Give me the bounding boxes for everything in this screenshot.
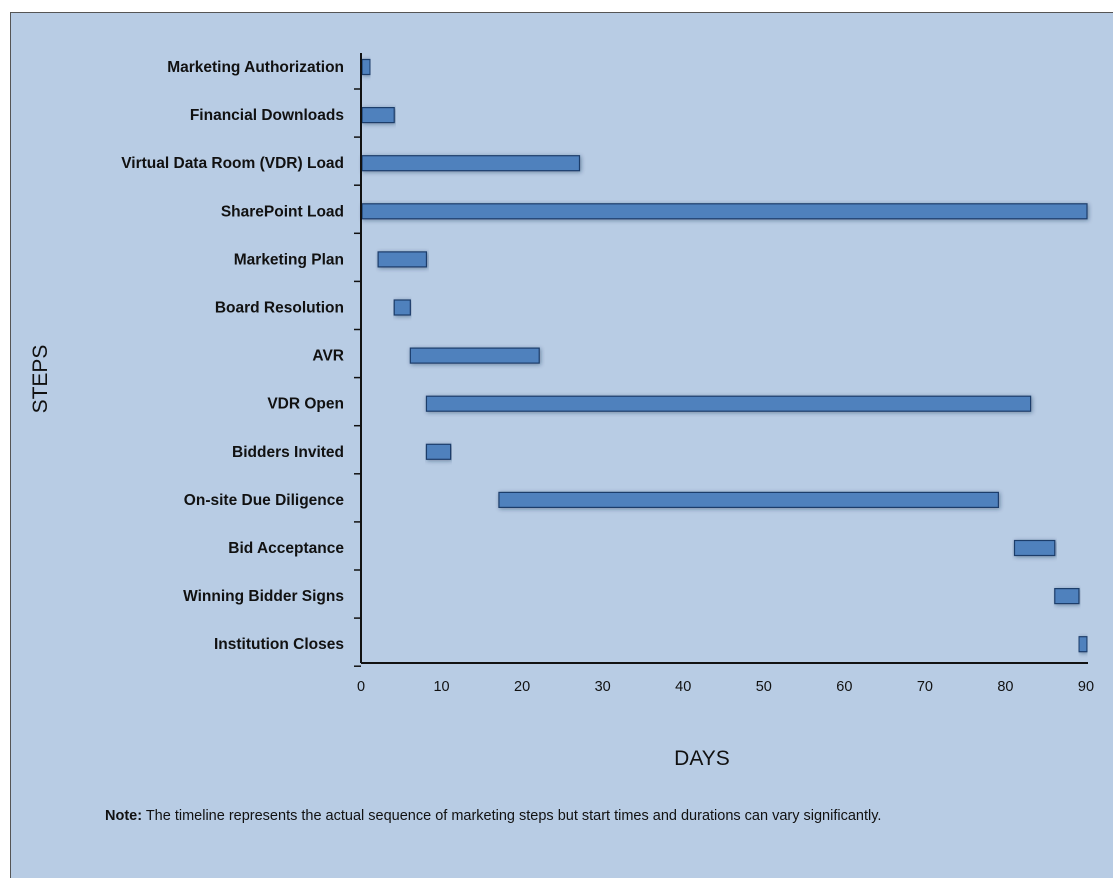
task-bar xyxy=(1013,539,1056,557)
x-tick-label: 30 xyxy=(595,679,611,695)
step-label: Winning Bidder Signs xyxy=(183,588,344,605)
gantt-chart: Marketing Authorization Financial Downloa… xyxy=(29,53,1094,770)
step-label: Marketing Plan xyxy=(234,251,344,268)
x-tick-label: 60 xyxy=(836,679,852,695)
step-label: Bidders Invited xyxy=(232,444,344,461)
x-tick-label: 70 xyxy=(917,679,933,695)
step-label: Board Resolution xyxy=(215,300,344,317)
step-label: SharePoint Load xyxy=(221,203,344,220)
x-tick-label: 0 xyxy=(357,679,365,695)
x-tick-label: 20 xyxy=(514,679,530,695)
x-tick-label: 90 xyxy=(1078,679,1094,695)
task-bar xyxy=(377,251,428,268)
step-label: Institution Closes xyxy=(214,636,344,653)
task-bar xyxy=(1054,587,1080,605)
y-axis-title: STEPS xyxy=(29,345,52,414)
x-tick-label: 40 xyxy=(675,679,691,695)
chart-frame: Marketing Authorization Financial Downloa… xyxy=(10,12,1113,878)
task-bar xyxy=(498,491,999,508)
x-tick-label: 50 xyxy=(756,679,772,695)
labels-layer: Marketing Authorization Financial Downloa… xyxy=(121,59,1094,695)
step-label: VDR Open xyxy=(267,396,344,413)
step-label: On-site Due Diligence xyxy=(184,492,345,509)
task-bar xyxy=(361,106,395,124)
bars-layer xyxy=(361,58,1088,653)
task-bar xyxy=(361,203,1088,220)
task-bar xyxy=(361,58,371,76)
chart-note: Note: The timeline represents the actual… xyxy=(105,806,1035,827)
note-text: The timeline represents the actual seque… xyxy=(142,808,882,824)
task-bar xyxy=(425,443,452,460)
x-tick-label: 10 xyxy=(433,679,449,695)
task-bar xyxy=(425,395,1032,412)
note-label: Note: xyxy=(105,808,143,824)
step-label: AVR xyxy=(312,348,344,365)
step-label: Virtual Data Room (VDR) Load xyxy=(121,155,344,172)
step-label: Financial Downloads xyxy=(190,107,344,124)
task-bar xyxy=(393,299,411,316)
x-tick-label: 80 xyxy=(997,679,1013,695)
step-label: Marketing Authorization xyxy=(167,59,344,76)
step-label: Bid Acceptance xyxy=(228,540,344,557)
task-bar xyxy=(361,155,581,172)
x-axis-title: DAYS xyxy=(674,747,730,770)
task-bar xyxy=(1078,636,1088,653)
task-bar xyxy=(409,347,540,364)
axes-layer xyxy=(354,53,1088,667)
